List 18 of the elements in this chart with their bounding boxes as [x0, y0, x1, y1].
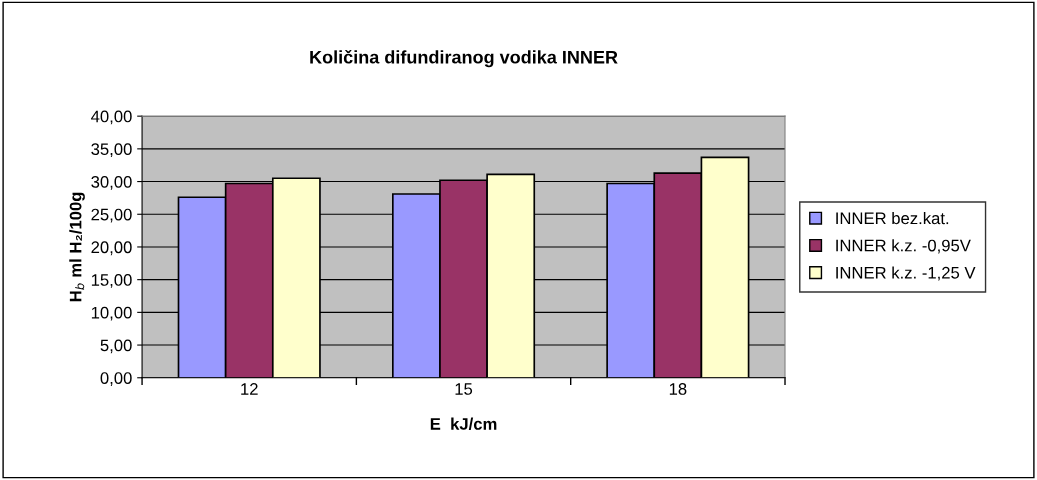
y-tick-label: 5,00 [100, 339, 132, 354]
y-tick-label: 30,00 [91, 175, 132, 190]
y-tick-label: 40,00 [91, 110, 132, 125]
y-tick-label: 10,00 [91, 306, 132, 321]
chart-title: Količina difundiranog vodika INNER [310, 49, 618, 68]
legend-label: INNER bez.kat. [836, 211, 949, 225]
y-tick-label: 15,00 [91, 274, 132, 288]
y-axis-title: H$_{b}$ ml H₂/100g [69, 192, 85, 302]
y-tick-label: 25,00 [91, 208, 132, 223]
x-axis-title: E kJ/cm [430, 417, 497, 431]
x-tick-label: 15 [455, 383, 473, 395]
y-tick-label: 35,00 [91, 143, 132, 158]
legend-label: INNER k.z. -0,95V [836, 239, 971, 254]
y-tick-label: 20,00 [91, 241, 132, 256]
x-tick-label: 12 [241, 383, 258, 395]
y-tick-label: 0,00 [100, 372, 132, 386]
x-tick-label: 18 [669, 383, 687, 395]
legend-label: INNER k.z. -1,25 V [836, 266, 976, 281]
